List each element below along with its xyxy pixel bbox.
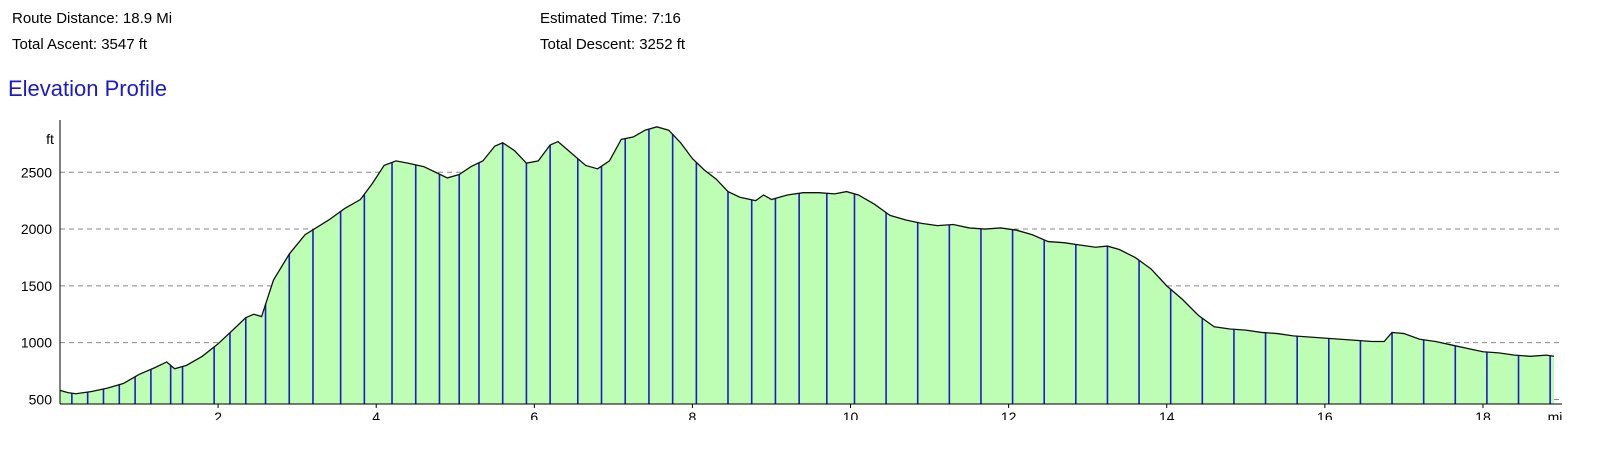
- x-tick-label: 14: [1159, 409, 1175, 420]
- y-axis-unit: ft: [46, 131, 54, 147]
- route-distance: Route Distance: 18.9 Mi: [12, 10, 173, 27]
- y-tick-label: 1000: [21, 335, 52, 351]
- x-tick-label: 18: [1475, 409, 1491, 420]
- elevation-chart: 500 1000 1500 2000 2500 2 4 6 8 10 12 14 16 18 ft mi: [21, 120, 1563, 420]
- x-tick-label: 2: [214, 409, 222, 420]
- estimated-time: Estimated Time: 7:16: [540, 10, 681, 27]
- y-tick-label: 500: [29, 391, 53, 407]
- chart-title: Elevation Profile: [8, 76, 167, 101]
- x-tick-label: 16: [1317, 409, 1333, 420]
- y-tick-label: 1500: [21, 278, 52, 294]
- x-tick-label: 10: [843, 409, 859, 420]
- y-tick-label: 2000: [21, 221, 52, 237]
- total-descent: Total Descent: 3252 ft: [540, 36, 686, 53]
- x-tick-label: 6: [530, 409, 538, 420]
- x-tick-label: 8: [689, 409, 697, 420]
- elevation-area: [60, 126, 1555, 404]
- x-tick-label: 12: [1001, 409, 1017, 420]
- total-ascent: Total Ascent: 3547 ft: [12, 36, 148, 53]
- y-tick-label: 2500: [21, 164, 52, 180]
- x-axis-unit: mi: [1548, 409, 1563, 420]
- elevation-outline: [59, 126, 1555, 395]
- x-tick-label: 4: [372, 409, 380, 420]
